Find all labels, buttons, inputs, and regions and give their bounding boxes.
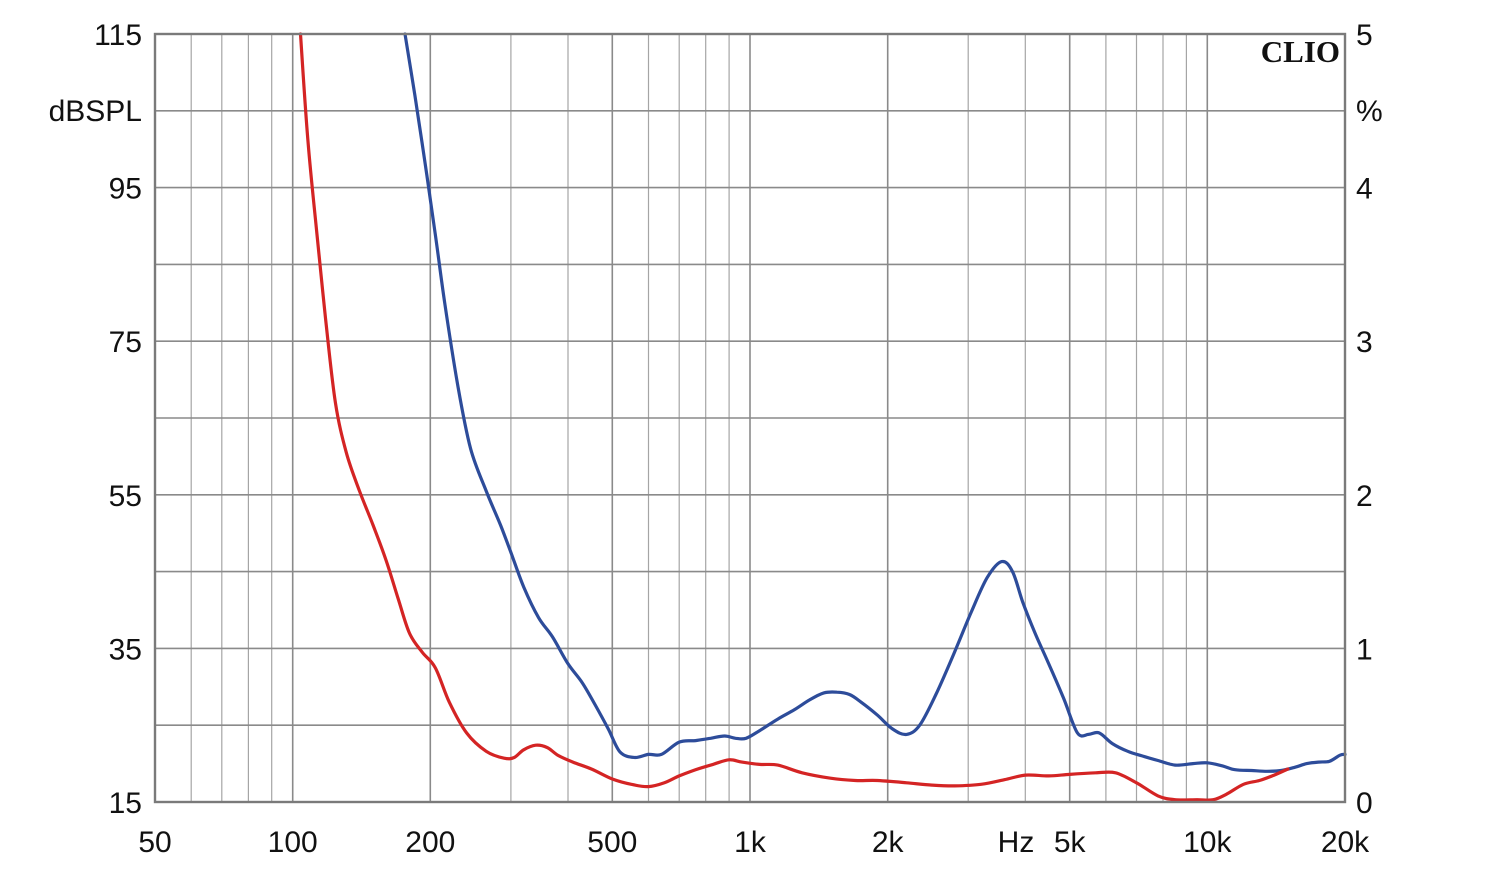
x-tick-label: 200	[405, 826, 455, 859]
right-unit-label: %	[1356, 95, 1383, 128]
x-tick-label: 500	[587, 826, 637, 859]
y-left-tick-labels: 115 95 75 55 35 15	[94, 19, 142, 820]
x-unit-label: Hz	[998, 826, 1035, 859]
clio-brand-label: CLIO	[1261, 34, 1340, 69]
y-right-tick-label: 3	[1356, 326, 1373, 359]
x-tick-label: 20k	[1321, 826, 1370, 859]
y-right-tick-label: 1	[1356, 633, 1373, 666]
left-unit-label: dBSPL	[49, 95, 142, 128]
series-layer	[298, 32, 1347, 802]
x-tick-label: 100	[268, 826, 318, 859]
x-tick-label: 1k	[734, 826, 767, 859]
x-tick-label: 5k	[1054, 826, 1087, 859]
x-tick-labels: 50 100 200 500 1k 2k 5k 10k 20k	[138, 826, 1370, 859]
grid	[155, 34, 1345, 802]
y-left-tick-label: 75	[109, 326, 142, 359]
y-left-tick-label: 55	[109, 480, 142, 513]
y-left-tick-label: 95	[109, 173, 142, 206]
y-right-tick-label: 0	[1356, 787, 1373, 820]
x-tick-label: 10k	[1183, 826, 1232, 859]
x-tick-label: 2k	[872, 826, 905, 859]
y-right-tick-labels: 5 4 3 2 1 0	[1356, 19, 1373, 820]
y-right-tick-label: 2	[1356, 480, 1373, 513]
plot-frame	[153, 32, 1347, 804]
y-left-tick-label: 15	[109, 787, 142, 820]
y-right-tick-label: 4	[1356, 173, 1373, 206]
series-line-red	[298, 32, 1290, 802]
y-left-tick-label: 35	[109, 633, 142, 666]
y-right-tick-label: 5	[1356, 19, 1373, 52]
x-tick-label: 50	[138, 826, 171, 859]
series-line-blue	[403, 32, 1347, 773]
y-left-tick-label: 115	[94, 19, 142, 52]
